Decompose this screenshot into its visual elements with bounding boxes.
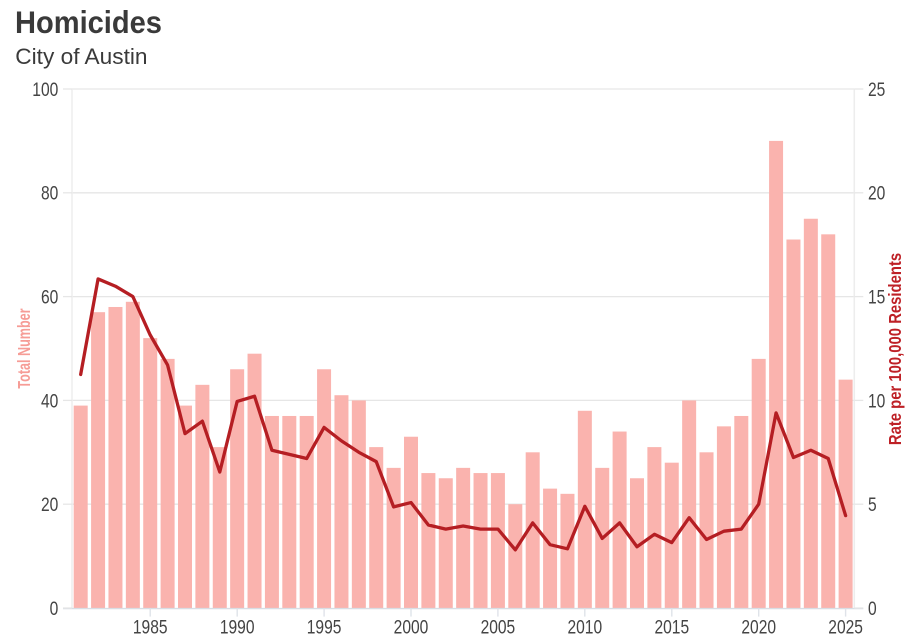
svg-text:2025: 2025 — [828, 616, 863, 638]
svg-text:2000: 2000 — [394, 616, 429, 638]
svg-text:Homicides: Homicides — [15, 6, 162, 40]
svg-text:15: 15 — [868, 286, 885, 308]
svg-text:Rate per 100,000 Residents: Rate per 100,000 Residents — [886, 253, 906, 445]
svg-text:1990: 1990 — [220, 616, 255, 638]
svg-text:2020: 2020 — [741, 616, 776, 638]
svg-text:5: 5 — [868, 494, 877, 516]
svg-text:1995: 1995 — [307, 616, 342, 638]
svg-text:0: 0 — [50, 597, 59, 619]
svg-text:80: 80 — [41, 182, 58, 204]
svg-text:2005: 2005 — [481, 616, 516, 638]
svg-text:20: 20 — [868, 182, 885, 204]
svg-text:1985: 1985 — [133, 616, 168, 638]
svg-text:40: 40 — [41, 390, 58, 412]
svg-text:2010: 2010 — [567, 616, 602, 638]
svg-text:25: 25 — [868, 78, 885, 100]
svg-text:10: 10 — [868, 390, 885, 412]
svg-text:City of Austin: City of Austin — [15, 44, 147, 69]
svg-text:0: 0 — [868, 597, 877, 619]
svg-text:100: 100 — [32, 78, 58, 100]
svg-text:2015: 2015 — [654, 616, 689, 638]
svg-text:60: 60 — [41, 286, 58, 308]
svg-text:Total Number: Total Number — [15, 308, 35, 388]
svg-text:20: 20 — [41, 494, 58, 516]
